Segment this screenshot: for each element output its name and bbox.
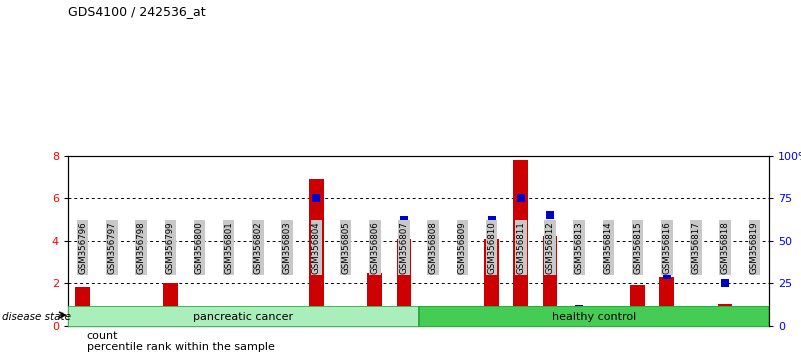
Text: GSM356813: GSM356813 (574, 221, 584, 274)
Bar (163, 283, 178, 326)
Point (135, 323, 147, 329)
Text: percentile rank within the sample: percentile rank within the sample (87, 342, 275, 352)
Point (718, 280, 731, 286)
Text: GSM356804: GSM356804 (312, 221, 321, 274)
Text: count: count (87, 331, 118, 341)
Text: GSM356818: GSM356818 (721, 221, 730, 274)
Bar (659, 277, 674, 326)
Point (280, 323, 293, 329)
Bar (630, 285, 645, 326)
Point (514, 195, 527, 201)
Point (690, 323, 702, 329)
Text: GDS4100 / 242536_at: GDS4100 / 242536_at (68, 5, 206, 18)
Bar (418, 306, 769, 327)
Bar (718, 304, 732, 326)
Text: GSM356808: GSM356808 (429, 221, 437, 274)
Text: GSM356805: GSM356805 (341, 221, 350, 274)
Bar (68, 306, 418, 327)
Bar (309, 179, 324, 326)
Point (631, 323, 644, 329)
Point (164, 323, 177, 329)
Point (193, 258, 206, 264)
Text: GSM356806: GSM356806 (370, 221, 379, 274)
Point (602, 255, 614, 261)
Text: GSM356797: GSM356797 (107, 221, 116, 274)
Point (106, 268, 119, 274)
Point (368, 250, 381, 256)
Text: GSM356802: GSM356802 (253, 221, 263, 274)
Point (748, 323, 761, 329)
Bar (368, 273, 382, 326)
Text: pancreatic cancer: pancreatic cancer (193, 312, 293, 322)
Bar (542, 236, 557, 326)
Point (573, 306, 586, 312)
Text: GSM356809: GSM356809 (458, 221, 467, 274)
Point (397, 217, 410, 223)
Text: GSM356801: GSM356801 (224, 221, 233, 274)
Point (544, 212, 557, 218)
Text: GSM356815: GSM356815 (633, 221, 642, 274)
Text: GSM356819: GSM356819 (750, 221, 759, 274)
Bar (75, 287, 90, 326)
Text: GSM356799: GSM356799 (166, 221, 175, 274)
Point (485, 217, 498, 223)
Text: healthy control: healthy control (552, 312, 636, 322)
Text: GSM356807: GSM356807 (400, 221, 409, 274)
Bar (396, 239, 411, 326)
Text: disease state: disease state (2, 312, 70, 322)
Text: GSM356796: GSM356796 (78, 221, 87, 274)
Text: GSM356814: GSM356814 (604, 221, 613, 274)
Text: GSM356803: GSM356803 (283, 221, 292, 274)
Bar (485, 239, 499, 326)
Text: GSM356811: GSM356811 (516, 221, 525, 274)
Point (223, 323, 235, 329)
Point (456, 309, 469, 315)
Text: GSM356817: GSM356817 (691, 221, 700, 274)
Point (660, 272, 673, 278)
Point (339, 323, 352, 329)
Bar (513, 160, 528, 326)
Text: GSM356816: GSM356816 (662, 221, 671, 274)
Point (427, 323, 440, 329)
Point (252, 323, 264, 329)
Text: GSM356800: GSM356800 (195, 221, 204, 274)
Text: GSM356810: GSM356810 (487, 221, 496, 274)
Point (76, 314, 89, 320)
Text: GSM356798: GSM356798 (137, 221, 146, 274)
Bar (572, 324, 586, 326)
Point (310, 195, 323, 201)
Text: GSM356812: GSM356812 (545, 221, 554, 274)
